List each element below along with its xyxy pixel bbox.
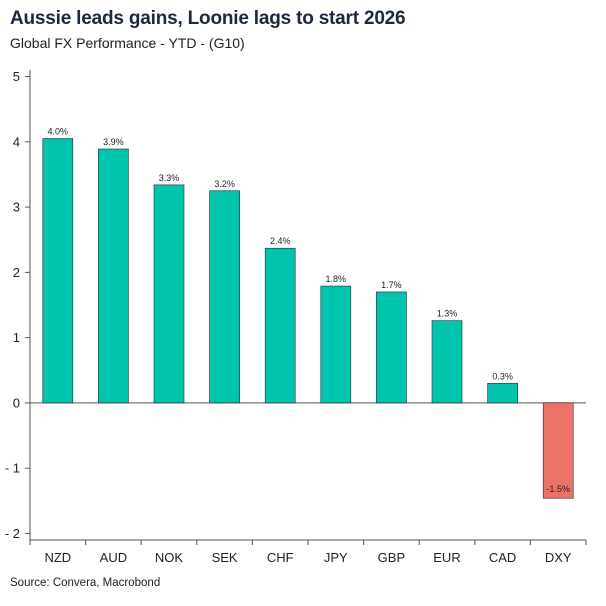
bar-gbp — [376, 291, 407, 404]
y-tick-label: - 2 — [5, 526, 20, 541]
data-label-dxy: -1.5% — [546, 484, 570, 494]
chart-subtitle: Global FX Performance - YTD - (G10) — [10, 35, 245, 51]
chart-title: Aussie leads gains, Loonie lags to start… — [10, 8, 406, 29]
data-label-aud: 3.9% — [103, 137, 124, 147]
x-tick-label-nok: NOK — [155, 550, 184, 565]
data-label-gbp: 1.7% — [381, 280, 402, 290]
y-tick-label: 5 — [13, 69, 20, 84]
data-label-chf: 2.4% — [270, 236, 291, 246]
data-label-jpy: 1.8% — [326, 274, 347, 284]
bar-aud — [98, 148, 129, 404]
x-tick-label-cad: CAD — [489, 550, 516, 565]
data-label-nzd: 4.0% — [48, 127, 69, 137]
bar-eur — [431, 320, 463, 404]
y-tick-label: 4 — [13, 134, 20, 149]
data-label-nok: 3.3% — [159, 173, 180, 183]
x-tick-label-chf: CHF — [267, 550, 294, 565]
y-tick-label: 3 — [13, 200, 20, 215]
bar-dxy — [542, 402, 574, 499]
x-tick-label-jpy: JPY — [324, 550, 348, 565]
bar-cad — [487, 383, 518, 404]
x-tick-label-aud: AUD — [100, 550, 127, 565]
data-label-sek: 3.2% — [214, 179, 235, 189]
data-label-cad: 0.3% — [492, 371, 513, 381]
y-tick-label: - 1 — [5, 461, 20, 476]
bars — [42, 138, 574, 499]
bar-jpy — [320, 285, 352, 404]
bar-sek — [209, 190, 240, 404]
y-tick-label: 2 — [13, 265, 20, 280]
x-tick-label-dxy: DXY — [545, 550, 572, 565]
bar-chf — [264, 247, 296, 404]
bar-nzd — [42, 138, 74, 404]
data-labels: 4.0% 3.9% 3.3% 3.2% 2.4% 1.8% 1.7% 1.3% 0.3% -1.5… — [48, 127, 570, 495]
x-tick-label-nzd: NZD — [44, 550, 71, 565]
y-axis: 5 4 3 2 1 0 - 1 - 2 — [5, 69, 31, 541]
x-axis: NZD AUD NOK SEK CHF JPY GBP EUR CAD DXY — [29, 402, 587, 565]
source-note: Source: Convera, Macrobond — [10, 577, 161, 589]
y-tick-label: 0 — [13, 395, 20, 410]
bar-nok — [153, 184, 185, 404]
x-tick-label-sek: SEK — [212, 550, 238, 565]
data-label-eur: 1.3% — [437, 309, 458, 319]
x-tick-label-gbp: GBP — [378, 550, 405, 565]
y-tick-label: 1 — [13, 330, 20, 345]
x-tick-label-eur: EUR — [433, 550, 460, 565]
